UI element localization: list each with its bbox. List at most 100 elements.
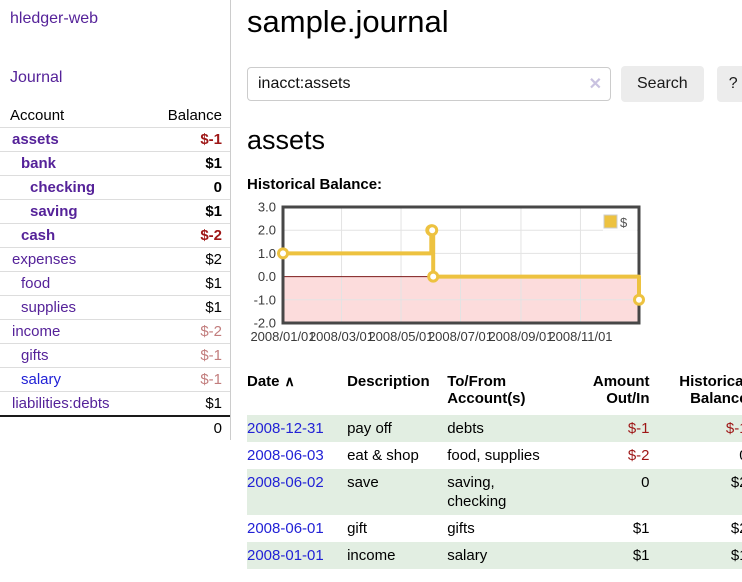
account-balance: $2 [205,251,222,268]
account-link-salary[interactable]: salary [21,371,62,388]
txn-description: income [347,547,396,564]
help-button[interactable]: ? [716,66,742,102]
search-button[interactable]: Search [621,66,704,102]
svg-text:0.0: 0.0 [258,269,276,284]
account-link-liabilities-debts[interactable]: liabilities:debts [12,395,110,412]
journal-title: sample.journal [247,4,449,39]
svg-text:2008/07/01: 2008/07/01 [428,329,493,344]
main-content: sample.journal ✕ Search ? assets Histori… [247,0,742,569]
accounts-header-row: Account Balance [0,104,230,128]
register-header-row: Date ∧ Description To/From Account(s) Amo… [247,369,742,415]
register-table: Date ∧ Description To/From Account(s) Amo… [247,369,742,569]
txn-description: save [347,474,379,491]
chart-label: Historical Balance: [247,176,383,193]
txn-accounts: food, supplies [447,447,540,464]
txn-amount: $-1 [627,420,650,437]
account-row: gifts $-1 [0,343,230,368]
txn-balance: $-1 [725,420,742,437]
account-row: cash $-2 [0,223,230,248]
txn-balance: $2 [730,474,742,491]
brand-link[interactable]: hledger-web [10,10,99,27]
sort-asc-icon: ∧ [284,373,295,389]
txn-description: gift [347,520,368,537]
txn-balance: $2 [730,520,742,537]
account-balance: $-2 [200,227,222,244]
accounts-table: Account Balance assets $-1 bank $1 check… [0,104,230,440]
account-link-gifts[interactable]: gifts [21,347,49,364]
register-row: 2008-12-31 pay off debts $-1 $-1 [247,415,742,442]
svg-text:2008/09/01: 2008/09/01 [488,329,553,344]
txn-date-link[interactable]: 2008-06-02 [247,474,324,491]
account-row: assets $-1 [0,127,230,152]
accounts-header-account: Account [10,107,65,124]
register-header-date[interactable]: Date ∧ [247,373,295,390]
sidebar-nav: Journal [0,69,230,87]
txn-date-link[interactable]: 2008-06-03 [247,447,324,464]
clear-search-icon[interactable]: ✕ [588,76,602,93]
account-balance: $1 [205,275,222,292]
svg-text:2008/05/01: 2008/05/01 [368,329,433,344]
account-balance: $-1 [200,347,222,364]
register-header-description: Description [347,373,430,390]
account-link-income[interactable]: income [12,323,61,340]
account-row: food $1 [0,271,230,296]
account-link-supplies[interactable]: supplies [21,299,77,316]
register-header-accounts: To/From Account(s) [447,373,526,407]
register-header-balance: Historical Balance [679,373,742,407]
svg-text:2008/01/01: 2008/01/01 [250,329,315,344]
txn-amount: $-2 [627,447,650,464]
txn-accounts: salary [447,547,488,564]
txn-description: eat & shop [347,447,419,464]
sidebar: hledger-web Journal Account Balance asse… [0,0,231,440]
txn-date-link[interactable]: 2008-01-01 [247,547,324,564]
search-input[interactable] [247,67,611,101]
svg-text:2008/03/01: 2008/03/01 [309,329,374,344]
svg-text:$: $ [620,215,628,230]
txn-balance: 0 [652,442,742,469]
historical-balance-chart: $ -2.0 -1.0 0.0 1.0 2.0 3.0 2008/01/01 2008/03/0… [247,199,742,349]
register-row: 2008-01-01 income salary $1 $1 [247,542,742,569]
account-balance: $1 [205,299,222,316]
account-row: income $-2 [0,319,230,344]
register-row: 2008-06-03 eat & shop food, supplies $-2… [247,442,742,469]
txn-balance: $1 [730,547,742,564]
account-row: expenses $2 [0,247,230,272]
txn-amount: 0 [641,474,650,491]
register-row: 2008-06-02 save saving, checking 0 $2 [247,469,742,515]
account-balance: $-2 [200,323,222,340]
account-balance: $-1 [200,131,222,148]
register-header-amount: Amount Out/In [592,373,650,407]
txn-description: pay off [347,420,392,437]
account-link-assets[interactable]: assets [12,131,59,148]
account-balance: 0 [213,179,222,196]
accounts-header-balance: Balance [167,107,222,124]
search-form: ✕ Search ? [247,66,742,102]
account-row: salary $-1 [0,367,230,392]
svg-text:-1.0: -1.0 [254,292,276,307]
account-balance: $1 [205,203,222,220]
account-row: checking 0 [0,175,230,200]
accounts-total-value: 0 [213,420,222,437]
account-balance: $1 [205,395,222,412]
account-link-cash[interactable]: cash [21,227,56,244]
register-row: 2008-06-01 gift gifts $1 $2 [247,515,742,542]
txn-accounts: gifts [447,520,475,537]
account-link-food[interactable]: food [21,275,51,292]
account-row: saving $1 [0,199,230,224]
account-link-checking[interactable]: checking [30,179,96,196]
accounts-total-row: 0 [0,416,230,440]
account-link-bank[interactable]: bank [21,155,57,172]
txn-date-link[interactable]: 2008-06-01 [247,520,324,537]
svg-text:1.0: 1.0 [258,246,276,261]
account-row: bank $1 [0,151,230,176]
account-link-expenses[interactable]: expenses [12,251,77,268]
account-row: liabilities:debts $1 [0,391,230,417]
account-row: supplies $1 [0,295,230,320]
nav-journal-link[interactable]: Journal [10,69,63,86]
txn-date-link[interactable]: 2008-12-31 [247,420,324,437]
txn-amount: $1 [632,547,650,564]
txn-accounts: debts [447,420,484,437]
svg-text:2008/11/01: 2008/11/01 [548,329,612,344]
account-balance: $-1 [200,371,222,388]
account-link-saving[interactable]: saving [30,203,78,220]
